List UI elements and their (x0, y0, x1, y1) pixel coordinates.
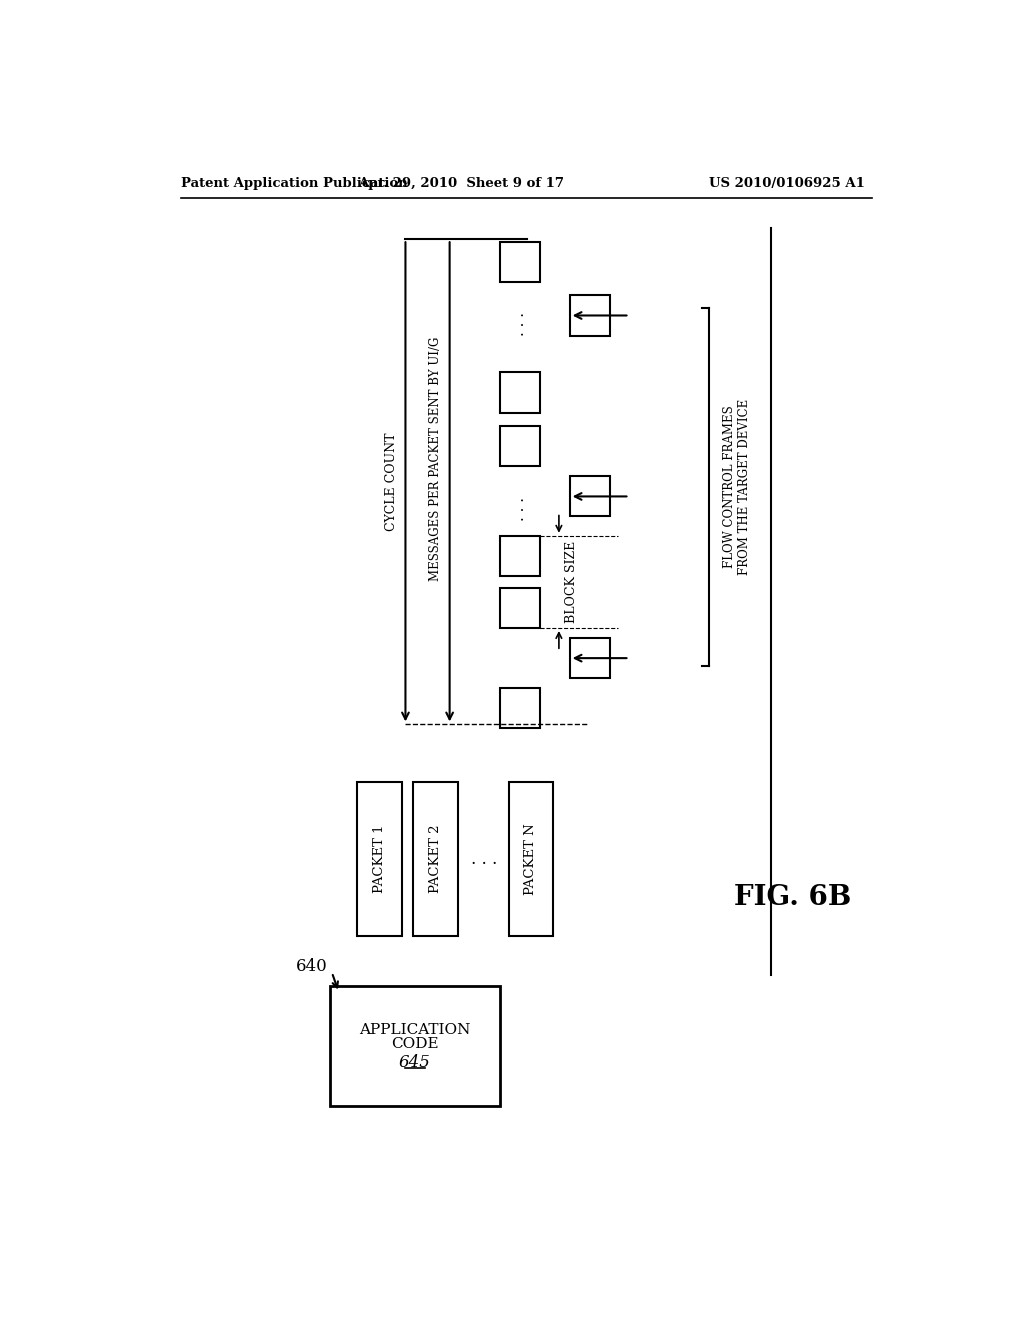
Text: . . .: . . . (513, 496, 527, 521)
Bar (500, 589, 541, 628)
Text: CODE: CODE (391, 1036, 438, 1051)
Text: FLOW CONTROL FRAMES
FROM THE TARGET DEVICE: FLOW CONTROL FRAMES FROM THE TARGET DEVI… (723, 399, 752, 576)
Text: APPLICATION: APPLICATION (359, 1023, 470, 1038)
Text: US 2010/0106925 A1: US 2010/0106925 A1 (710, 177, 865, 190)
Text: Patent Application Publication: Patent Application Publication (180, 177, 408, 190)
Text: PACKET 1: PACKET 1 (373, 825, 386, 894)
Text: PACKET 2: PACKET 2 (429, 825, 442, 894)
Bar (569, 638, 610, 678)
Bar (500, 536, 541, 576)
Bar (330, 986, 500, 1106)
Text: . . .: . . . (513, 312, 527, 337)
Bar (569, 296, 610, 335)
Bar (356, 781, 401, 936)
Bar (569, 477, 610, 516)
Bar (500, 242, 541, 281)
Bar (509, 781, 554, 936)
Text: . . .: . . . (471, 850, 497, 867)
Text: BLOCK SIZE: BLOCK SIZE (565, 541, 579, 623)
Text: FIG. 6B: FIG. 6B (734, 884, 852, 911)
Text: 645: 645 (398, 1055, 431, 1072)
Text: 640: 640 (296, 958, 328, 975)
Bar (500, 372, 541, 412)
Bar (500, 426, 541, 466)
Text: MESSAGES PER PACKET SENT BY UI/G: MESSAGES PER PACKET SENT BY UI/G (429, 337, 442, 581)
Bar (500, 688, 541, 729)
Text: PACKET N: PACKET N (524, 824, 538, 895)
Text: CYCLE COUNT: CYCLE COUNT (385, 433, 398, 531)
Text: Apr. 29, 2010  Sheet 9 of 17: Apr. 29, 2010 Sheet 9 of 17 (358, 177, 564, 190)
Bar (414, 781, 458, 936)
